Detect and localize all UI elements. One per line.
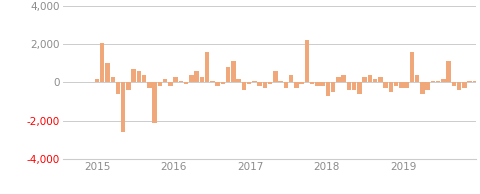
Bar (388, 82, 392, 92)
Bar (393, 82, 397, 86)
Bar (189, 75, 193, 82)
Bar (257, 82, 261, 86)
Bar (215, 82, 219, 86)
Bar (246, 82, 251, 84)
Bar (252, 81, 256, 82)
Bar (367, 75, 372, 82)
Bar (210, 81, 214, 82)
Bar (273, 71, 277, 82)
Bar (430, 81, 434, 82)
Bar (330, 82, 335, 92)
Bar (419, 82, 424, 94)
Bar (309, 82, 314, 84)
Bar (126, 82, 131, 90)
Bar (435, 81, 439, 82)
Bar (299, 82, 303, 84)
Bar (142, 75, 146, 82)
Bar (341, 75, 345, 82)
Bar (314, 82, 319, 86)
Bar (383, 82, 387, 88)
Bar (173, 77, 178, 82)
Bar (226, 67, 230, 82)
Bar (424, 82, 429, 90)
Bar (451, 82, 455, 86)
Bar (204, 52, 209, 82)
Bar (163, 79, 167, 82)
Bar (461, 82, 466, 88)
Bar (183, 82, 188, 84)
Bar (372, 79, 376, 82)
Bar (404, 82, 408, 88)
Bar (152, 82, 156, 123)
Bar (267, 82, 272, 84)
Bar (116, 82, 120, 94)
Bar (351, 82, 356, 90)
Bar (283, 82, 288, 88)
Bar (136, 71, 141, 82)
Bar (320, 82, 324, 86)
Bar (294, 82, 298, 88)
Bar (110, 77, 115, 82)
Bar (199, 77, 204, 82)
Bar (121, 82, 125, 132)
Bar (194, 71, 199, 82)
Bar (147, 82, 151, 88)
Bar (356, 82, 361, 94)
Bar (262, 82, 266, 88)
Bar (325, 82, 329, 96)
Bar (105, 63, 109, 82)
Bar (398, 82, 403, 88)
Bar (346, 82, 350, 90)
Bar (179, 81, 183, 82)
Bar (414, 75, 419, 82)
Bar (409, 52, 413, 82)
Bar (467, 81, 471, 82)
Bar (131, 69, 136, 82)
Bar (445, 61, 450, 82)
Bar (336, 77, 340, 82)
Bar (236, 79, 240, 82)
Bar (377, 77, 382, 82)
Bar (361, 77, 366, 82)
Bar (100, 43, 104, 82)
Bar (157, 82, 162, 86)
Bar (231, 61, 235, 82)
Bar (220, 82, 225, 84)
Bar (304, 40, 309, 82)
Bar (440, 79, 444, 82)
Bar (241, 82, 246, 90)
Bar (95, 79, 99, 82)
Bar (456, 82, 460, 90)
Bar (288, 75, 293, 82)
Bar (168, 82, 172, 86)
Bar (278, 81, 282, 82)
Bar (471, 81, 476, 82)
